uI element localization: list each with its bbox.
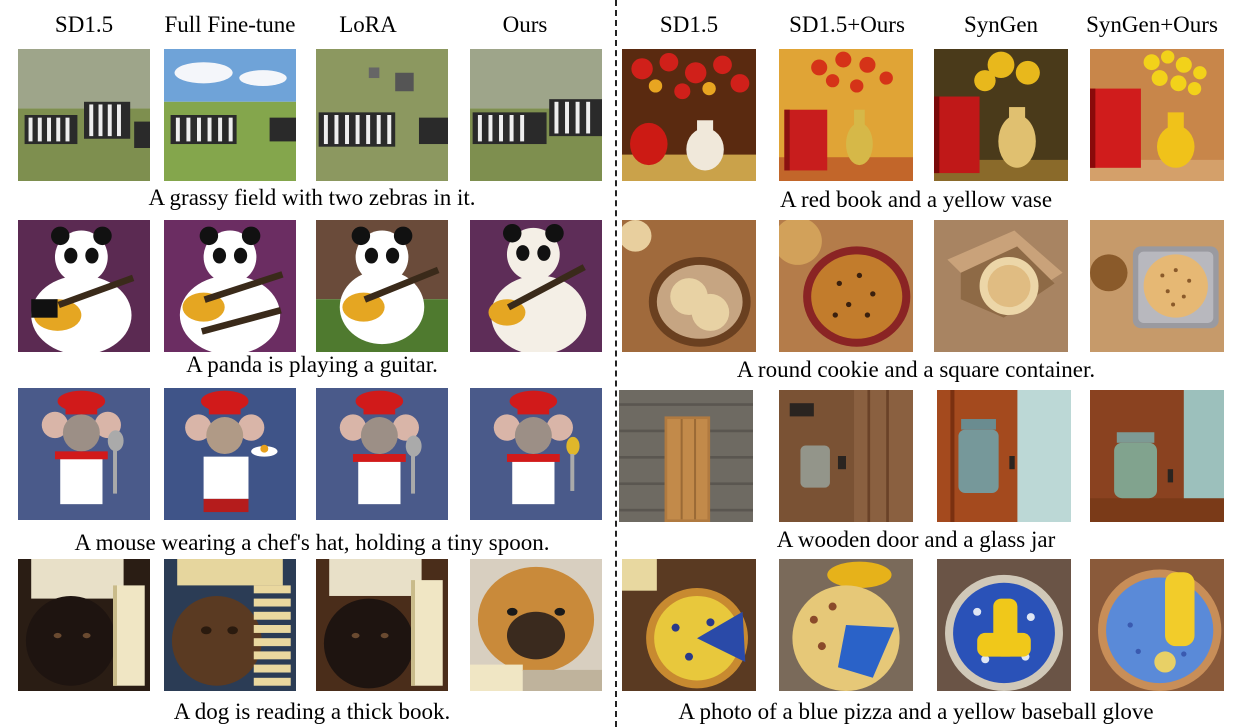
left-caption-row-2: A panda is playing a guitar. [186, 352, 438, 377]
image-cookie-container-syngen-ours [1090, 220, 1224, 352]
image-zebras-sd15 [18, 49, 150, 181]
left-caption-row-4: A dog is reading a thick book. [173, 699, 451, 724]
image-book-vase-sd15 [622, 49, 756, 181]
left-header-ours: Ours [502, 12, 548, 37]
image-pizza-glove-sd15 [622, 559, 756, 691]
right-header-syngen-ours: SynGen+Ours [1086, 12, 1218, 37]
image-door-jar-syngen [937, 390, 1071, 522]
image-panda-lora [316, 220, 448, 352]
right-caption-row-3: A wooden door and a glass jar [776, 527, 1056, 552]
left-caption-row-3: A mouse wearing a chef's hat, holding a … [74, 530, 550, 555]
right-caption-row-1: A red book and a yellow vase [779, 187, 1053, 212]
left-header-sd15: SD1.5 [54, 12, 114, 37]
image-mouse-ours [470, 388, 602, 520]
image-book-vase-syngen [934, 49, 1068, 181]
image-mouse-lora [316, 388, 448, 520]
right-header-sd15-ours: SD1.5+Ours [789, 12, 905, 37]
image-zebras-ours [470, 49, 602, 181]
image-pizza-glove-sd15-ours [779, 559, 913, 691]
image-panda-ours [470, 220, 602, 352]
image-mouse-sd15 [18, 388, 150, 520]
image-dog-full-finetune [164, 559, 296, 691]
image-zebras-full-finetune [164, 49, 296, 181]
image-book-vase-sd15-ours [779, 49, 913, 181]
image-dog-lora [316, 559, 448, 691]
image-dog-ours [470, 559, 602, 691]
image-panda-sd15 [18, 220, 150, 352]
panel-divider [615, 0, 617, 727]
right-header-syngen: SynGen [963, 12, 1039, 37]
left-header-full-finetune: Full Fine-tune [164, 12, 296, 37]
image-cookie-container-syngen [934, 220, 1068, 352]
right-caption-row-2: A round cookie and a square container. [736, 357, 1096, 382]
image-panda-full-finetune [164, 220, 296, 352]
left-caption-row-1: A grassy field with two zebras in it. [148, 185, 476, 210]
image-cookie-container-sd15 [622, 220, 756, 352]
image-mouse-full-finetune [164, 388, 296, 520]
image-pizza-glove-syngen [937, 559, 1071, 691]
left-header-lora: LoRA [339, 12, 397, 37]
right-caption-row-4: A photo of a blue pizza and a yellow bas… [678, 699, 1154, 724]
image-dog-sd15 [18, 559, 150, 691]
image-pizza-glove-syngen-ours [1090, 559, 1224, 691]
image-book-vase-syngen-ours [1090, 49, 1224, 181]
image-door-jar-sd15-ours [779, 390, 913, 522]
right-header-sd15: SD1.5 [659, 12, 719, 37]
image-cookie-container-sd15-ours [779, 220, 913, 352]
image-door-jar-syngen-ours [1090, 390, 1224, 522]
image-zebras-lora [316, 49, 448, 181]
image-door-jar-sd15 [619, 390, 753, 522]
